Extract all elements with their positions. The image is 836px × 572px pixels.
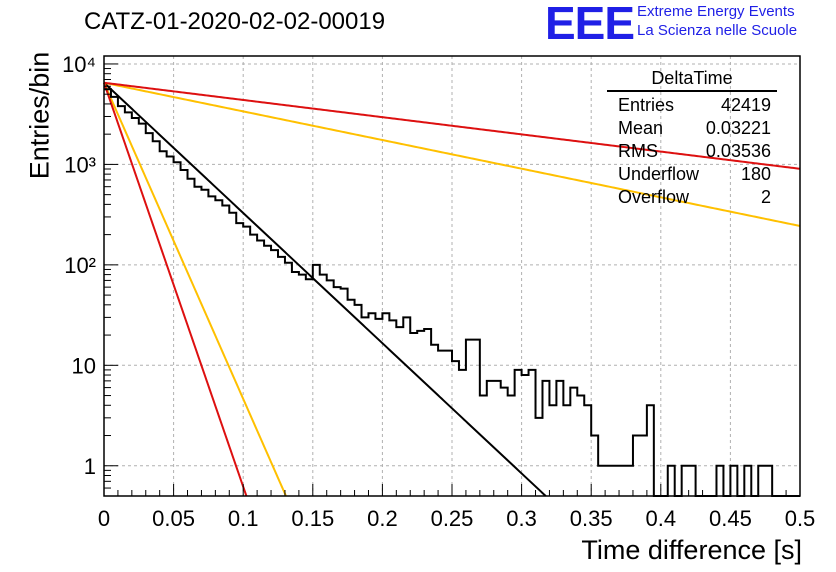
fit-curve	[103, 82, 547, 497]
x-tick-label: 0.25	[431, 506, 474, 531]
fit-curve	[103, 81, 801, 227]
logo-line-1: Extreme Energy Events	[637, 3, 795, 20]
histogram-series	[104, 88, 800, 497]
y-tick-label: 10⁴	[62, 52, 96, 77]
stats-value: 0.03221	[705, 118, 771, 138]
x-tick-label: 0.15	[291, 506, 334, 531]
logo-text: Extreme Energy Events La Scienza nelle S…	[637, 2, 797, 40]
stats-value: 0.03536	[705, 141, 771, 161]
fit-curve	[103, 81, 801, 170]
x-tick-label: 0.05	[152, 506, 195, 531]
stats-label: Overflow	[618, 187, 690, 207]
y-tick-label: 10	[72, 353, 96, 378]
x-tick-label: 0.3	[506, 506, 537, 531]
x-axis: 0 0.05 0.1 0.15 0.2 0.25 0.3 0.35 0.4 0.45 0.5	[98, 484, 815, 531]
fit-curve	[103, 82, 248, 497]
eee-logo: EEE	[545, 0, 635, 49]
plot-title: CATZ-01-2020-02-02-00019	[84, 8, 386, 35]
x-tick-label: 0.1	[228, 506, 259, 531]
x-tick-label: 0	[98, 506, 110, 531]
stats-value: 42419	[720, 95, 771, 115]
y-tick-label: 1	[84, 454, 96, 479]
stats-label: Underflow	[618, 164, 700, 184]
y-axis-label: Entries/bin	[24, 51, 55, 180]
stats-label: Mean	[618, 118, 664, 138]
stats-row: Overflow 2	[607, 186, 777, 209]
fit-curve	[103, 82, 287, 497]
stats-value: 2	[760, 187, 771, 207]
x-axis-label: Time difference [s]	[581, 535, 802, 565]
x-tick-label: 0.45	[709, 506, 752, 531]
fit-curves	[103, 81, 801, 497]
stats-value: 180	[740, 164, 771, 184]
x-tick-label: 0.2	[367, 506, 398, 531]
stats-row: Underflow 180	[607, 163, 777, 186]
x-tick-label: 0.4	[646, 506, 677, 531]
stats-box: DeltaTime Entries 42419 Mean 0.03221 RMS 0.…	[607, 68, 777, 209]
stats-title: DeltaTime	[607, 68, 777, 92]
stats-row: RMS 0.03536	[607, 140, 777, 163]
y-tick-label: 10³	[64, 152, 96, 177]
stats-label: RMS	[618, 141, 658, 161]
stats-row: Mean 0.03221	[607, 117, 777, 140]
stats-label: Entries	[618, 95, 675, 115]
stats-row: Entries 42419	[607, 94, 777, 117]
x-tick-label: 0.35	[570, 506, 613, 531]
y-axis: 1 10 10² 10³ 10⁴	[62, 52, 118, 497]
x-tick-label: 0.5	[785, 506, 816, 531]
y-tick-label: 10²	[64, 253, 96, 278]
logo-line-2: La Scienza nelle Scuole	[637, 22, 798, 39]
